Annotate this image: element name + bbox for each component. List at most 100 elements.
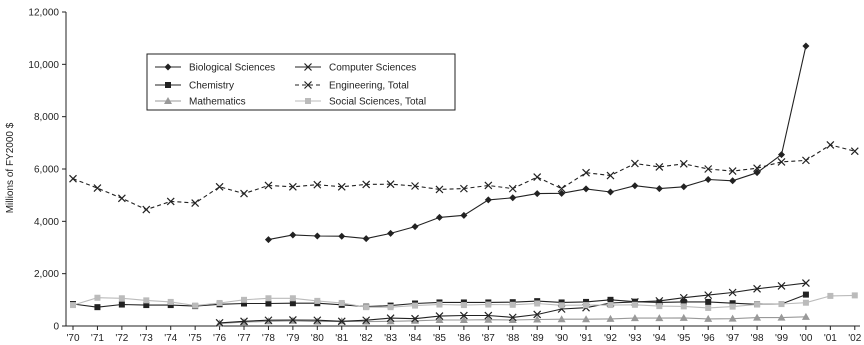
data-point xyxy=(778,301,785,308)
series-social-sciences-total xyxy=(70,292,858,311)
data-point xyxy=(753,313,762,321)
data-point xyxy=(679,313,688,321)
data-point xyxy=(606,314,615,322)
data-point xyxy=(631,182,639,190)
data-point xyxy=(240,317,248,326)
legend-item: Biological Sciences xyxy=(155,63,275,74)
data-point xyxy=(777,282,786,290)
x-tick-label: '85 xyxy=(433,333,446,344)
data-point xyxy=(508,313,517,322)
data-point xyxy=(459,184,468,193)
plot-area xyxy=(69,42,859,327)
series-computer-sciences xyxy=(215,279,810,327)
data-point xyxy=(411,182,419,190)
data-point xyxy=(728,167,737,176)
data-point xyxy=(93,184,102,193)
data-point xyxy=(362,235,370,243)
legend-label: Biological Sciences xyxy=(189,63,275,74)
data-point xyxy=(216,299,223,306)
x-tick-label: '81 xyxy=(335,333,348,344)
y-tick-label: 4,000 xyxy=(34,217,59,228)
data-point xyxy=(191,199,200,207)
data-point xyxy=(630,314,639,322)
data-point xyxy=(582,168,590,177)
data-point xyxy=(460,211,468,219)
data-point xyxy=(411,223,419,231)
data-point xyxy=(704,175,712,183)
data-point xyxy=(288,182,297,191)
data-point xyxy=(583,298,590,305)
data-point xyxy=(459,315,468,323)
data-point xyxy=(728,288,737,297)
data-point xyxy=(777,158,786,166)
legend-label: Engineering, Total xyxy=(329,81,409,92)
data-point xyxy=(313,180,322,189)
data-point xyxy=(704,291,713,300)
data-point xyxy=(557,184,566,193)
data-point xyxy=(533,315,542,323)
x-tick-label: '75 xyxy=(189,333,202,344)
data-point xyxy=(338,299,345,306)
x-tick-label: '79 xyxy=(286,333,299,344)
data-point xyxy=(704,165,713,173)
legend-item: Social Sciences, Total xyxy=(295,97,426,108)
data-point xyxy=(435,185,444,194)
y-tick-label: 6,000 xyxy=(34,165,59,176)
data-point xyxy=(241,300,248,307)
x-tick-label: '71 xyxy=(91,333,104,344)
data-point xyxy=(728,314,737,322)
data-point xyxy=(704,314,713,322)
data-point xyxy=(557,315,566,323)
y-tick-label: 12,000 xyxy=(28,8,59,19)
data-point xyxy=(484,311,493,320)
data-point xyxy=(265,300,272,307)
legend-item: Computer Sciences xyxy=(295,63,416,74)
legend-item: Engineering, Total xyxy=(295,81,409,92)
data-point xyxy=(289,295,296,302)
data-point xyxy=(509,194,517,202)
data-point xyxy=(363,304,370,311)
x-tick-label: '73 xyxy=(140,333,153,344)
data-point xyxy=(826,141,835,149)
data-point xyxy=(801,156,810,165)
data-point xyxy=(801,279,810,288)
data-point xyxy=(240,189,248,198)
data-point xyxy=(362,316,371,325)
legend-label: Mathematics xyxy=(189,97,246,108)
data-point xyxy=(411,316,420,324)
y-axis: 0 2,000 4,000 6,000 8,000 10,000 12,000 xyxy=(28,8,66,333)
legend-label: Social Sciences, Total xyxy=(329,97,426,108)
x-tick-label: '84 xyxy=(409,333,422,344)
data-point xyxy=(412,302,419,309)
x-tick-label: '96 xyxy=(702,333,715,344)
data-point xyxy=(558,189,566,197)
x-tick-label: '87 xyxy=(482,333,495,344)
data-point xyxy=(362,180,371,189)
x-tick-label: '92 xyxy=(604,333,617,344)
data-point xyxy=(583,302,590,309)
data-point xyxy=(729,177,737,185)
data-point xyxy=(435,213,443,221)
data-point xyxy=(679,159,688,168)
legend-item: Mathematics xyxy=(155,97,246,108)
data-point xyxy=(435,315,444,323)
data-point xyxy=(680,183,688,191)
data-point xyxy=(304,63,312,71)
data-point xyxy=(313,232,321,240)
x-tick-label: '94 xyxy=(653,333,666,344)
series-line xyxy=(72,144,855,211)
x-tick-label: '82 xyxy=(360,333,373,344)
data-point xyxy=(534,300,541,307)
x-tick-label: '80 xyxy=(311,333,324,344)
data-point xyxy=(754,301,761,308)
series-engineering-total xyxy=(69,141,859,214)
data-point xyxy=(304,81,312,89)
data-point xyxy=(533,310,542,319)
x-tick-label: '98 xyxy=(751,333,764,344)
data-point xyxy=(607,302,614,309)
data-point xyxy=(338,232,346,240)
data-point xyxy=(851,292,858,299)
data-point xyxy=(753,164,761,173)
x-tick-label: '02 xyxy=(848,333,861,344)
data-point xyxy=(485,301,492,308)
